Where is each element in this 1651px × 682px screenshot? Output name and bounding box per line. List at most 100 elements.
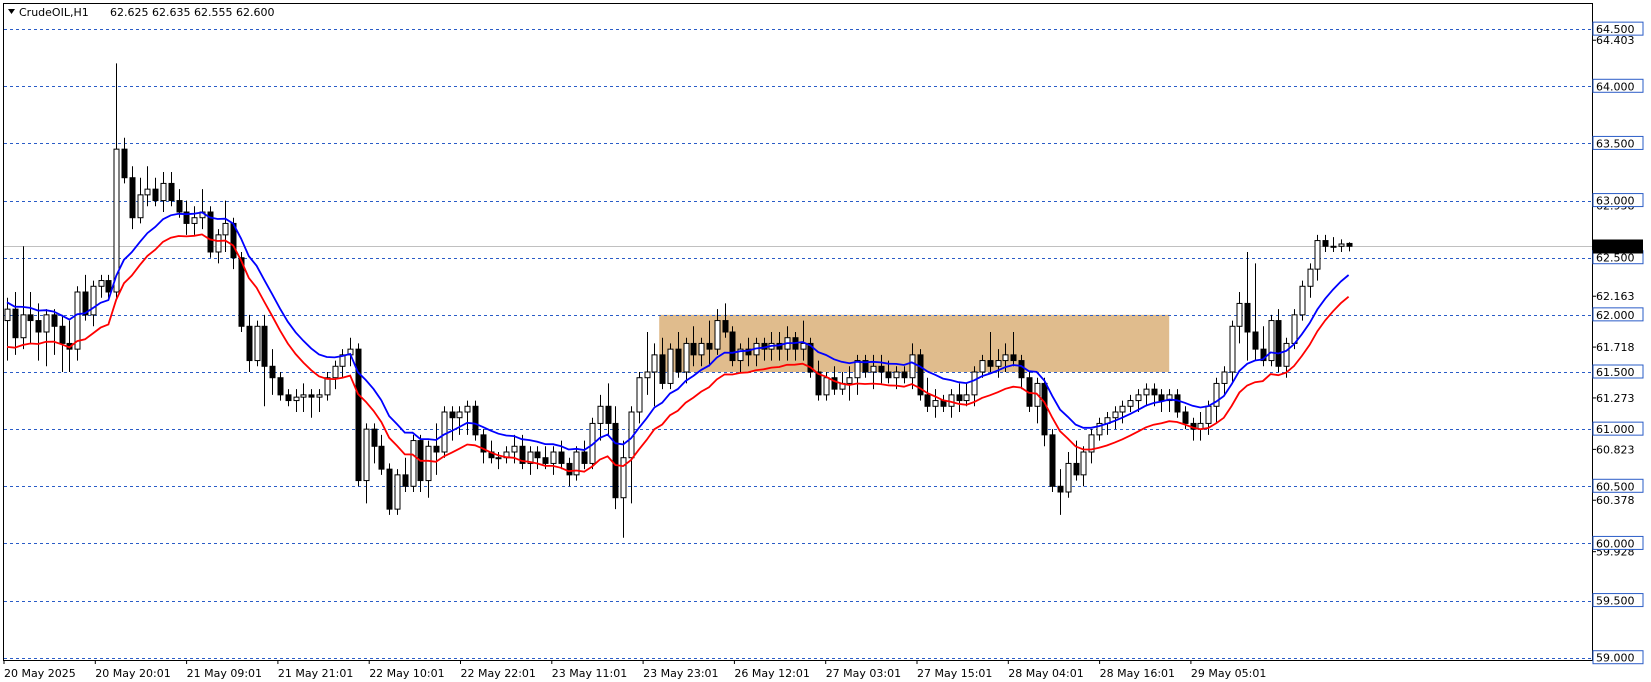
price-tick-label: 61.718 [1596, 341, 1635, 354]
level-label-box [1592, 78, 1644, 93]
candle-bull [1205, 405, 1212, 424]
candle-bear [1151, 388, 1158, 396]
candle-bull [1268, 320, 1275, 362]
candle-bear [924, 394, 931, 407]
candle-bull [160, 182, 167, 202]
candle-bull [597, 405, 604, 424]
candle-bull [1112, 411, 1119, 419]
candle-bear [690, 342, 697, 356]
candle-bear [480, 434, 487, 453]
candle-bull [1299, 285, 1306, 316]
candle-bull [893, 371, 900, 379]
candle-bear [605, 405, 612, 424]
candle-bear [82, 291, 89, 316]
candle-bear [722, 320, 729, 333]
candle-bear [472, 405, 479, 436]
candle-bull [1065, 462, 1072, 493]
candle-bear [449, 411, 456, 419]
candle-bear [246, 325, 253, 362]
candle-bull [90, 285, 97, 316]
level-label-box [1592, 135, 1644, 150]
candle-bear [105, 280, 112, 293]
level-label: 60.000 [1596, 537, 1635, 550]
level-label: 62.000 [1596, 309, 1635, 322]
candle-bear [207, 211, 214, 253]
candle-bear [355, 348, 362, 482]
level-label: 61.500 [1596, 366, 1635, 379]
candle-bear [1275, 320, 1282, 367]
candle-bear [519, 445, 526, 464]
candle-bull [737, 348, 744, 362]
level-lines-layer [4, 29, 1592, 659]
candle-bull [1166, 394, 1173, 402]
candle-bear [534, 451, 541, 459]
time-tick-label: 22 May 10:01 [369, 667, 444, 680]
candle-bear [261, 325, 268, 367]
candle-bull [1096, 422, 1103, 436]
level-label: 64.000 [1596, 80, 1635, 93]
candle-bear [831, 377, 838, 390]
level-label-box [1592, 307, 1644, 322]
candle-bull [425, 445, 432, 482]
time-tick-label: 26 May 12:01 [734, 667, 809, 680]
level-label-box [1592, 535, 1644, 550]
candle-bear [27, 314, 34, 322]
candle-bear [659, 354, 666, 384]
candle-bull [1135, 394, 1142, 402]
candle-bear [1182, 411, 1189, 424]
candle-bull [963, 394, 970, 402]
candle-bull [43, 314, 50, 333]
time-tick-label: 20 May 2025 [4, 667, 76, 680]
candle-bull [293, 396, 300, 402]
candle-bull [215, 234, 222, 253]
candle-bull [948, 394, 955, 407]
candle-bear [386, 468, 393, 510]
candle-bear [1049, 434, 1056, 487]
time-tick-label: 21 May 09:01 [187, 667, 262, 680]
moving-average-blue [6, 211, 1350, 451]
price-tick-label: 64.403 [1596, 34, 1635, 47]
candle-bear [862, 360, 869, 373]
candle-bull [1283, 342, 1290, 367]
level-label-box [1592, 193, 1644, 208]
candle-bear [1252, 331, 1259, 350]
candle-bull [714, 320, 721, 350]
candle-bear [1346, 242, 1353, 247]
candle-bear [815, 371, 822, 396]
time-tick-label: 27 May 15:01 [917, 667, 992, 680]
candle-bull [1236, 302, 1243, 327]
candle-bull [1088, 434, 1095, 453]
candle-bull [1002, 354, 1009, 362]
price-axis: 64.40362.95862.16361.71861.27360.82360.3… [1592, 21, 1644, 665]
candle-bull [620, 457, 627, 499]
candle-bear [1057, 485, 1064, 493]
candle-bull [1221, 371, 1228, 384]
candle-bull [1291, 314, 1298, 344]
price-tick-label: 60.823 [1596, 443, 1635, 456]
candle-bull [1338, 243, 1345, 247]
candle-bull [651, 354, 658, 373]
time-tick-label: 29 May 05:01 [1191, 667, 1266, 680]
candle-bear [176, 200, 183, 213]
candle-bear [807, 342, 814, 373]
candle-bull [222, 222, 229, 236]
candle-bull [495, 457, 502, 460]
candle-bear [558, 451, 565, 464]
candle-bull [113, 148, 120, 293]
candle-bear [12, 308, 19, 339]
candle-bear [285, 394, 292, 402]
candle-bear [121, 148, 128, 179]
candle-bear [706, 342, 713, 350]
level-label-box [1592, 593, 1644, 608]
candle-bull [683, 342, 690, 373]
candle-bull [527, 451, 534, 464]
triangle-down-icon[interactable] [8, 9, 15, 14]
current-price-label: 62.600 [1596, 241, 1635, 254]
candle-bear [1073, 462, 1080, 476]
candle-bear [59, 325, 66, 344]
candle-bull [870, 365, 877, 373]
candle-bull [573, 451, 580, 476]
candle-bear [378, 445, 385, 470]
price-tick-label: 60.378 [1596, 494, 1635, 507]
